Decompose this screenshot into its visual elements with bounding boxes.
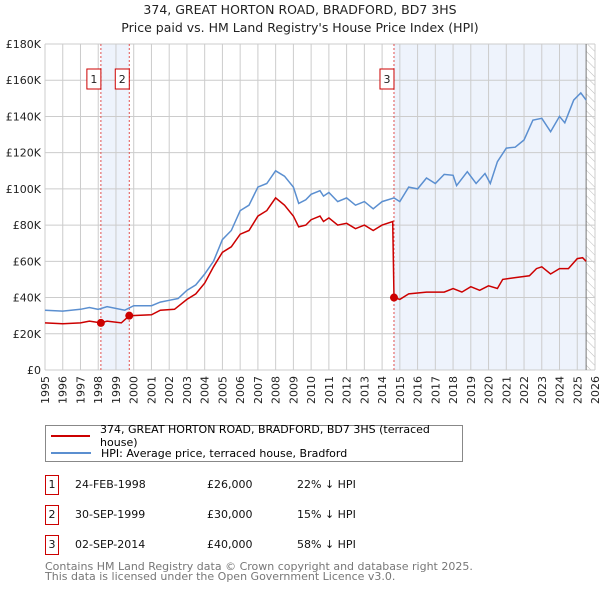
x-tick-label: 2017 (429, 376, 442, 404)
red-line-swatch (51, 435, 91, 437)
sale-badge-label: 2 (119, 73, 126, 86)
shaded-period (100, 44, 130, 370)
y-tick-label: £120K (6, 147, 42, 160)
hpi-line (44, 91, 587, 312)
chart-title: 374, GREAT HORTON ROAD, BRADFORD, BD7 3H… (143, 2, 457, 17)
transaction-price: £40,000 (207, 538, 253, 551)
sale-point (389, 293, 398, 302)
chart-legend: 374, GREAT HORTON ROAD, BRADFORD, BD7 3H… (45, 423, 463, 462)
y-tick-label: £60K (13, 255, 42, 268)
footer-line-1: Contains HM Land Registry data © Crown c… (45, 560, 473, 573)
x-tick-label: 2024 (554, 376, 567, 404)
transaction-date: 02-SEP-2014 (75, 538, 146, 551)
transaction-badge: 1 (45, 475, 59, 495)
x-tick-label: 2009 (287, 376, 300, 404)
y-tick-label: £140K (6, 110, 42, 123)
transaction-hpi-diff: 15% ↓ HPI (297, 508, 356, 521)
y-tick-label: £80K (13, 219, 42, 232)
sale-badge-label: 3 (383, 73, 390, 86)
transaction-price: £26,000 (207, 478, 253, 491)
y-tick-label: £20K (13, 328, 42, 341)
x-tick-label: 2013 (358, 376, 371, 404)
blue-line-swatch (51, 452, 91, 454)
x-tick-label: 1996 (57, 376, 70, 404)
footer: Contains HM Land Registry data © Crown c… (45, 560, 473, 583)
property-price-line (44, 196, 587, 325)
x-tick-label: 2025 (571, 376, 584, 404)
shaded-period (393, 44, 587, 370)
sale-badge (114, 68, 130, 90)
transaction-badge: 3 (45, 535, 59, 555)
y-tick-label: £180K (6, 38, 42, 51)
x-tick-label: 2001 (145, 376, 158, 404)
sale-point (125, 311, 134, 320)
x-tick-label: 2007 (252, 376, 265, 404)
x-tick-label: 2012 (341, 376, 354, 404)
x-tick-label: 2015 (394, 376, 407, 404)
footer-line-2: This data is licensed under the Open Gov… (45, 570, 396, 583)
legend-item-hpi: HPI: Average price, terraced house, Brad… (46, 445, 347, 461)
x-tick-label: 2002 (163, 376, 176, 404)
x-tick-label: 2023 (536, 376, 549, 404)
sale-badge (379, 68, 395, 90)
x-tick-label: 2014 (376, 376, 389, 404)
sale-badge (86, 68, 102, 90)
x-tick-label: 2022 (518, 376, 531, 404)
x-tick-label: 1999 (110, 376, 123, 404)
legend-item-property: 374, GREAT HORTON ROAD, BRADFORD, BD7 3H… (46, 423, 462, 449)
y-tick-label: £40K (13, 292, 42, 305)
transaction-badge: 2 (45, 505, 59, 525)
legend-label-property: 374, GREAT HORTON ROAD, BRADFORD, BD7 3H… (100, 423, 430, 449)
transaction-date: 24-FEB-1998 (75, 478, 146, 491)
x-tick-label: 2026 (589, 376, 600, 404)
sale-point (96, 318, 105, 327)
x-tick-label: 2006 (234, 376, 247, 404)
transaction-date: 30-SEP-1999 (75, 508, 146, 521)
transaction-hpi-diff: 22% ↓ HPI (297, 478, 356, 491)
x-tick-label: 2008 (270, 376, 283, 404)
legend-label-hpi: HPI: Average price, terraced house, Brad… (101, 446, 348, 460)
x-tick-label: 2005 (216, 376, 229, 404)
y-tick-label: £100K (6, 183, 42, 196)
x-tick-label: 1997 (74, 376, 87, 404)
x-tick-label: 1998 (92, 376, 105, 404)
y-tick-label: £160K (6, 74, 42, 87)
x-tick-label: 2004 (199, 376, 212, 404)
sale-badge-label: 1 (90, 73, 97, 86)
x-tick-label: 2019 (465, 376, 478, 404)
x-tick-label: 1995 (39, 376, 52, 404)
x-tick-label: 2018 (447, 376, 460, 404)
chart-subtitle: Price paid vs. HM Land Registry's House … (121, 20, 479, 35)
x-tick-label: 2003 (181, 376, 194, 404)
x-tick-label: 2000 (128, 376, 141, 404)
forecast-hatch (586, 44, 595, 370)
transaction-price: £30,000 (207, 508, 253, 521)
x-tick-label: 2010 (305, 376, 318, 404)
y-tick-label: £0 (27, 364, 41, 377)
x-tick-label: 2020 (483, 376, 496, 404)
price-chart: 1995 1996 1997 1998 1999 2000 2001 2002 2003 2004… (6, 38, 600, 404)
x-tick-label: 2016 (412, 376, 425, 404)
transaction-hpi-diff: 58% ↓ HPI (297, 538, 356, 551)
x-tick-label: 2021 (500, 376, 513, 404)
x-tick-label: 2011 (323, 376, 336, 404)
